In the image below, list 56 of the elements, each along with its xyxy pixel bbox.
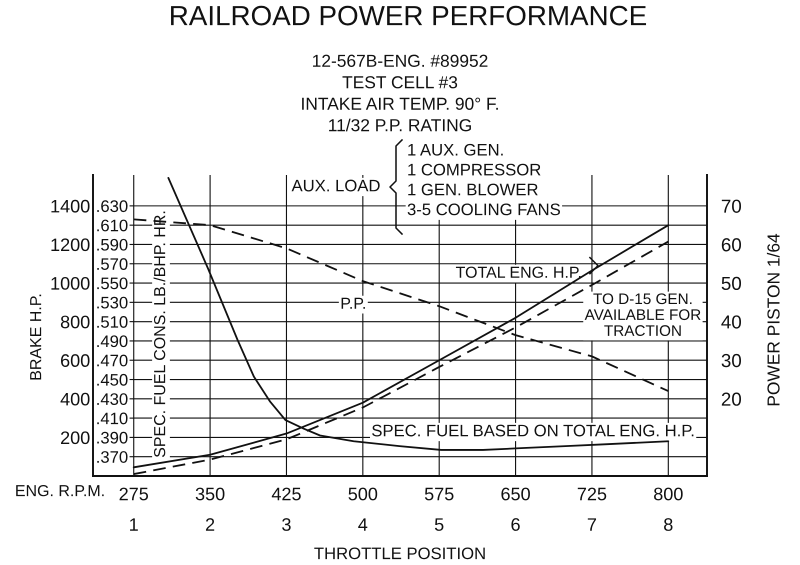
y2-tick-label: .590 <box>97 238 128 251</box>
x-tick-label: 800 <box>654 488 683 500</box>
y2-tick-label: .490 <box>97 335 128 348</box>
y2-tick-label: .410 <box>97 412 128 424</box>
y2-axis-title: SPEC. FUEL CONS. LB./BHP. HR. <box>154 212 166 458</box>
y-tick-label: 1200 <box>51 238 90 252</box>
x-tick-label: 575 <box>424 488 454 500</box>
x-tick-label: 425 <box>272 488 301 500</box>
x-axis-title: ENG. R.P.M. <box>16 484 104 496</box>
y2-tick-label: .610 <box>97 220 128 232</box>
y-tick-label: 200 <box>61 431 90 444</box>
y-axis-title: BRAKE H.P. <box>30 294 42 380</box>
x2-tick-label: 1 <box>130 518 138 531</box>
series-label: P.P. <box>342 298 365 309</box>
y-tick-label: 400 <box>60 392 90 406</box>
x-tick-label: 275 <box>120 488 148 500</box>
legend-label: TOTAL ENG. H.P. <box>456 266 580 278</box>
x-tick-label: 725 <box>578 488 606 500</box>
x-tick-label: 650 <box>501 488 530 500</box>
chart-subtitle: 12-567B-ENG. #89952 TEST CELL #3 INTAKE AIR TEMP. 90° F. 11/32 P.P. RATING <box>302 54 498 132</box>
y-tick-label: 1000 <box>51 276 90 290</box>
y3-tick-label: 20 <box>722 392 742 406</box>
chart-title: RAILROAD POWER PERFORMANCE <box>171 6 646 26</box>
x2-tick-label: 4 <box>358 518 368 531</box>
y-tick-label: 600 <box>61 354 90 367</box>
y-tick-label: 800 <box>60 316 90 328</box>
series-label: SPEC. FUEL BASED ON TOTAL ENG. H.P. <box>372 424 694 436</box>
y2-tick-label: .530 <box>97 296 128 309</box>
series-label: TO D-15 GEN. AVAILABLE FOR TRACTION <box>584 293 701 336</box>
y3-tick-label: 60 <box>722 238 742 252</box>
x2-tick-label: 7 <box>588 518 596 531</box>
y2-tick-label: .430 <box>97 393 128 406</box>
y2-tick-label: .450 <box>97 374 128 386</box>
y3-tick-label: 30 <box>722 354 742 368</box>
annotation: 1 AUX. GEN. 1 COMPRESSOR 1 GEN. BLOWER 3-5 COOLING FANS <box>408 144 560 216</box>
y3-axis-title: POWER PISTON 1/64 <box>766 234 780 406</box>
y3-tick-label: 70 <box>722 200 742 213</box>
x2-tick-label: 3 <box>282 518 291 531</box>
y2-tick-label: .390 <box>97 432 128 444</box>
y2-tick-label: .630 <box>97 200 128 212</box>
y-tick-label: 1400 <box>51 200 90 213</box>
annotation: AUX. LOAD <box>292 180 380 192</box>
x2-axis-title: THROTTLE POSITION <box>314 547 485 560</box>
x2-tick-label: 8 <box>664 518 673 531</box>
x-tick-label: 500 <box>348 488 378 500</box>
y2-tick-label: .470 <box>97 354 128 366</box>
y2-tick-label: .570 <box>97 258 128 270</box>
x-tick-label: 350 <box>196 488 224 500</box>
y2-tick-label: .510 <box>97 316 128 328</box>
y3-tick-label: 50 <box>722 276 742 290</box>
x2-tick-label: 6 <box>511 518 520 531</box>
y3-tick-label: 40 <box>721 315 742 329</box>
y2-tick-label: .370 <box>97 451 128 463</box>
x2-tick-label: 5 <box>434 518 444 531</box>
y2-tick-label: .550 <box>97 277 128 290</box>
x2-tick-label: 2 <box>206 518 214 531</box>
